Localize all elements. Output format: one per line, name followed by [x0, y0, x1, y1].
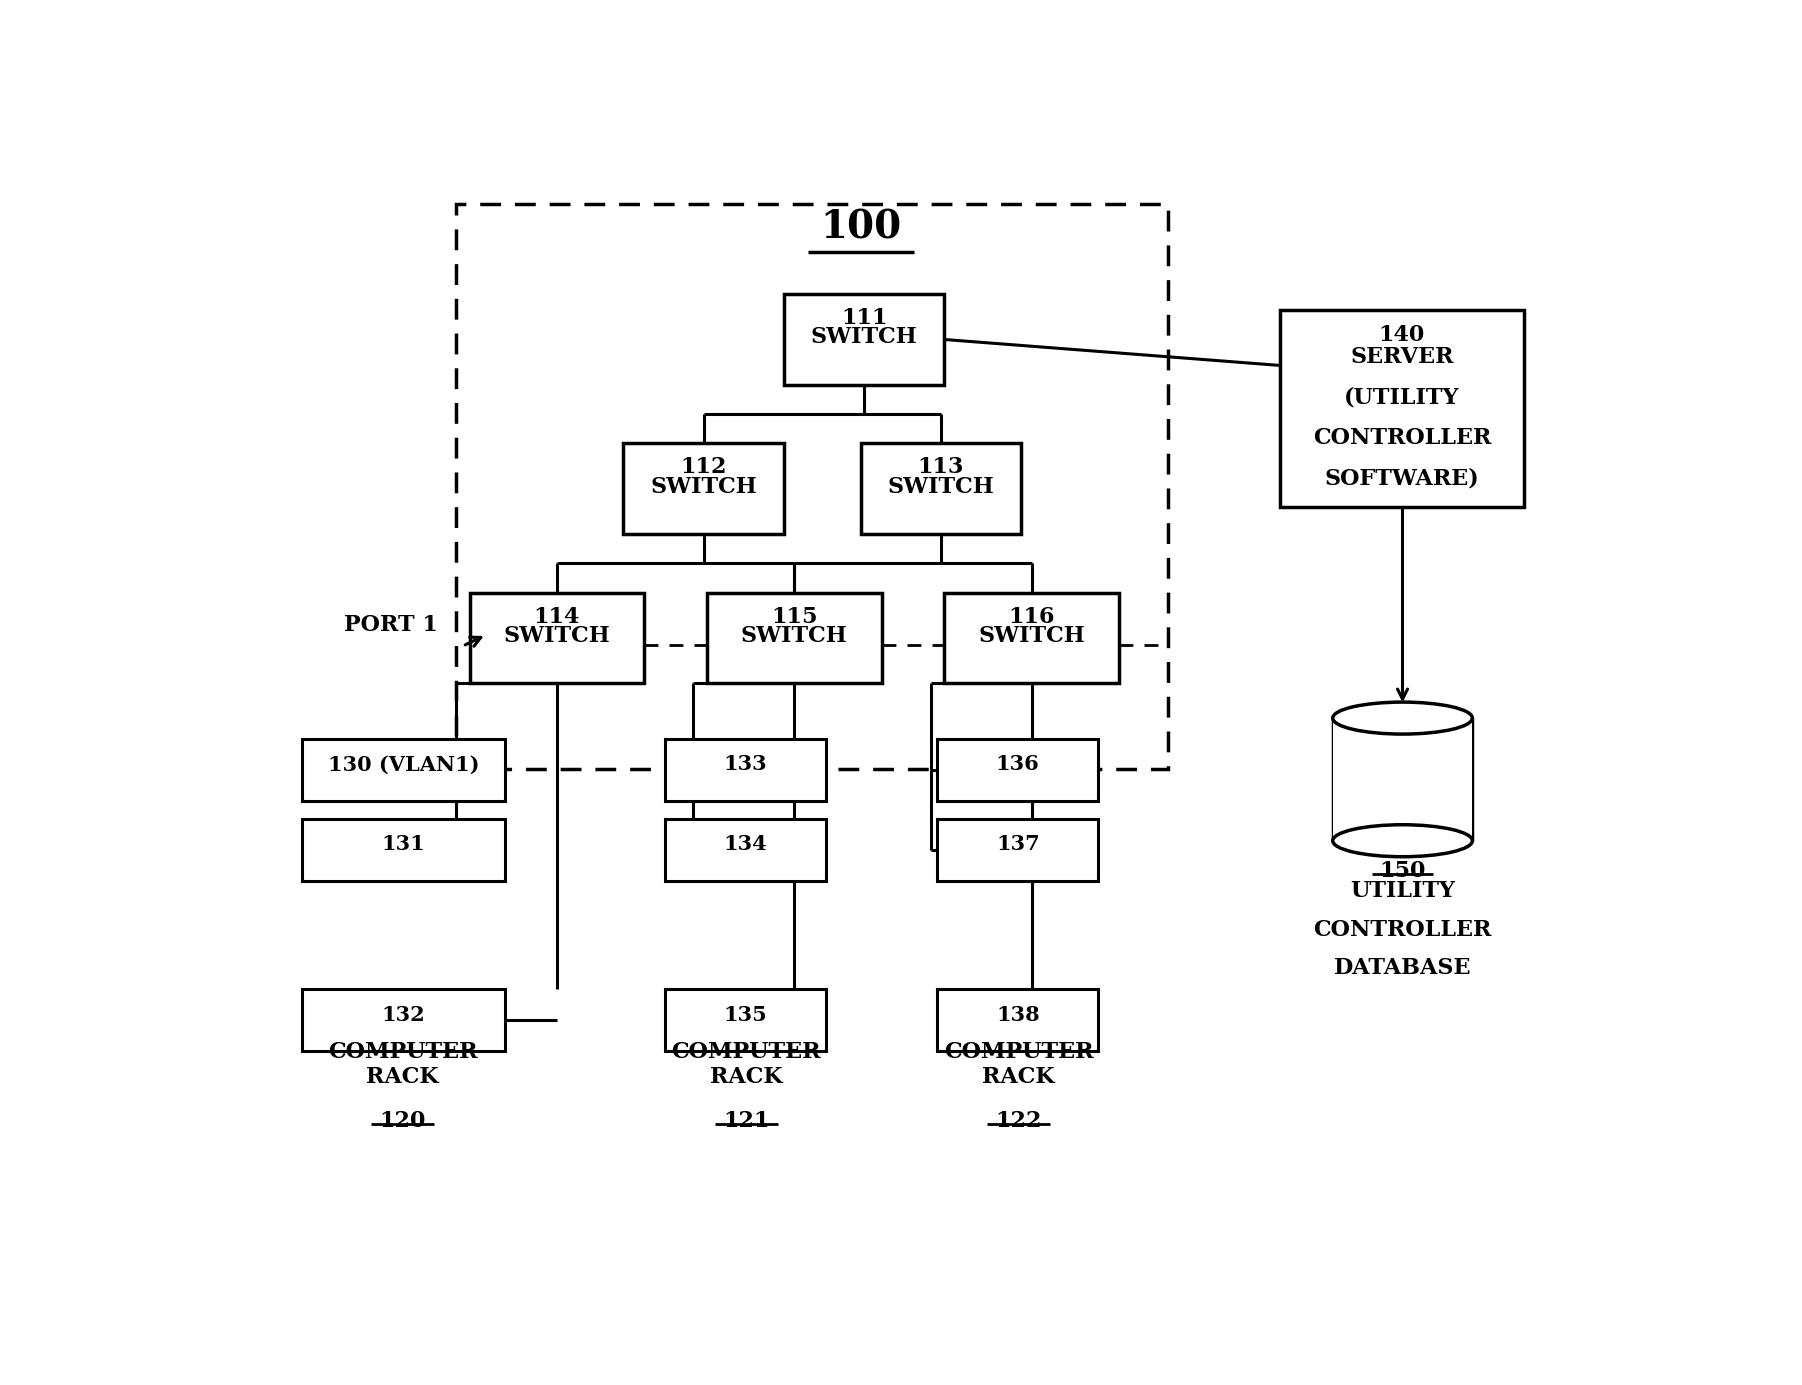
Text: 135: 135	[724, 1006, 768, 1025]
Bar	[665, 738, 825, 801]
Text: 116: 116	[1009, 605, 1054, 627]
Ellipse shape	[1333, 824, 1472, 857]
Text: 122: 122	[995, 1109, 1042, 1132]
Text: 130 (VLAN1): 130 (VLAN1)	[328, 755, 479, 774]
Bar	[456, 204, 1168, 769]
Bar	[706, 593, 881, 683]
Text: 132: 132	[382, 1006, 425, 1025]
Text: COMPUTER
RACK: COMPUTER RACK	[328, 1040, 478, 1089]
Text: CONTROLLER: CONTROLLER	[1312, 427, 1490, 449]
Text: SWITCH: SWITCH	[978, 625, 1085, 647]
Bar	[784, 294, 944, 385]
Text: SWITCH: SWITCH	[888, 476, 995, 497]
Text: SWITCH: SWITCH	[503, 625, 611, 647]
Bar	[665, 989, 825, 1051]
Text: (UTILITY: (UTILITY	[1344, 386, 1460, 409]
Bar	[303, 738, 505, 801]
Text: SWITCH: SWITCH	[741, 625, 847, 647]
Text: SWITCH: SWITCH	[811, 327, 917, 349]
Text: 134: 134	[724, 834, 768, 855]
Text: 138: 138	[997, 1006, 1040, 1025]
Bar	[1279, 310, 1524, 507]
Text: SOFTWARE): SOFTWARE)	[1324, 467, 1479, 489]
Text: 113: 113	[917, 456, 964, 478]
Text: 120: 120	[380, 1109, 425, 1132]
Text: CONTROLLER: CONTROLLER	[1314, 918, 1492, 940]
Bar	[1333, 717, 1472, 841]
Text: 137: 137	[997, 834, 1040, 855]
Text: 114: 114	[533, 605, 580, 627]
Text: 140: 140	[1379, 324, 1425, 346]
Text: COMPUTER
RACK: COMPUTER RACK	[944, 1040, 1094, 1089]
Bar	[303, 819, 505, 881]
Text: UTILITY: UTILITY	[1350, 881, 1454, 903]
Text: 121: 121	[723, 1109, 769, 1132]
Bar	[861, 443, 1022, 535]
Bar	[623, 443, 784, 535]
Text: 133: 133	[724, 755, 768, 774]
Bar	[470, 593, 645, 683]
Text: SERVER: SERVER	[1350, 346, 1454, 367]
Text: 111: 111	[842, 307, 887, 330]
Text: 150: 150	[1379, 860, 1425, 882]
Text: 136: 136	[997, 755, 1040, 774]
Ellipse shape	[1333, 702, 1472, 734]
Text: 115: 115	[771, 605, 818, 627]
Bar	[937, 819, 1097, 881]
Text: SWITCH: SWITCH	[651, 476, 757, 497]
Bar	[303, 989, 505, 1051]
Text: PORT 1: PORT 1	[344, 614, 438, 636]
Bar	[937, 989, 1097, 1051]
Text: COMPUTER
RACK: COMPUTER RACK	[672, 1040, 822, 1089]
Bar	[944, 593, 1119, 683]
Text: 100: 100	[820, 209, 901, 247]
Text: DATABASE: DATABASE	[1333, 957, 1470, 979]
Bar	[665, 819, 825, 881]
Bar	[937, 738, 1097, 801]
Text: 131: 131	[382, 834, 425, 855]
Text: 112: 112	[681, 456, 726, 478]
